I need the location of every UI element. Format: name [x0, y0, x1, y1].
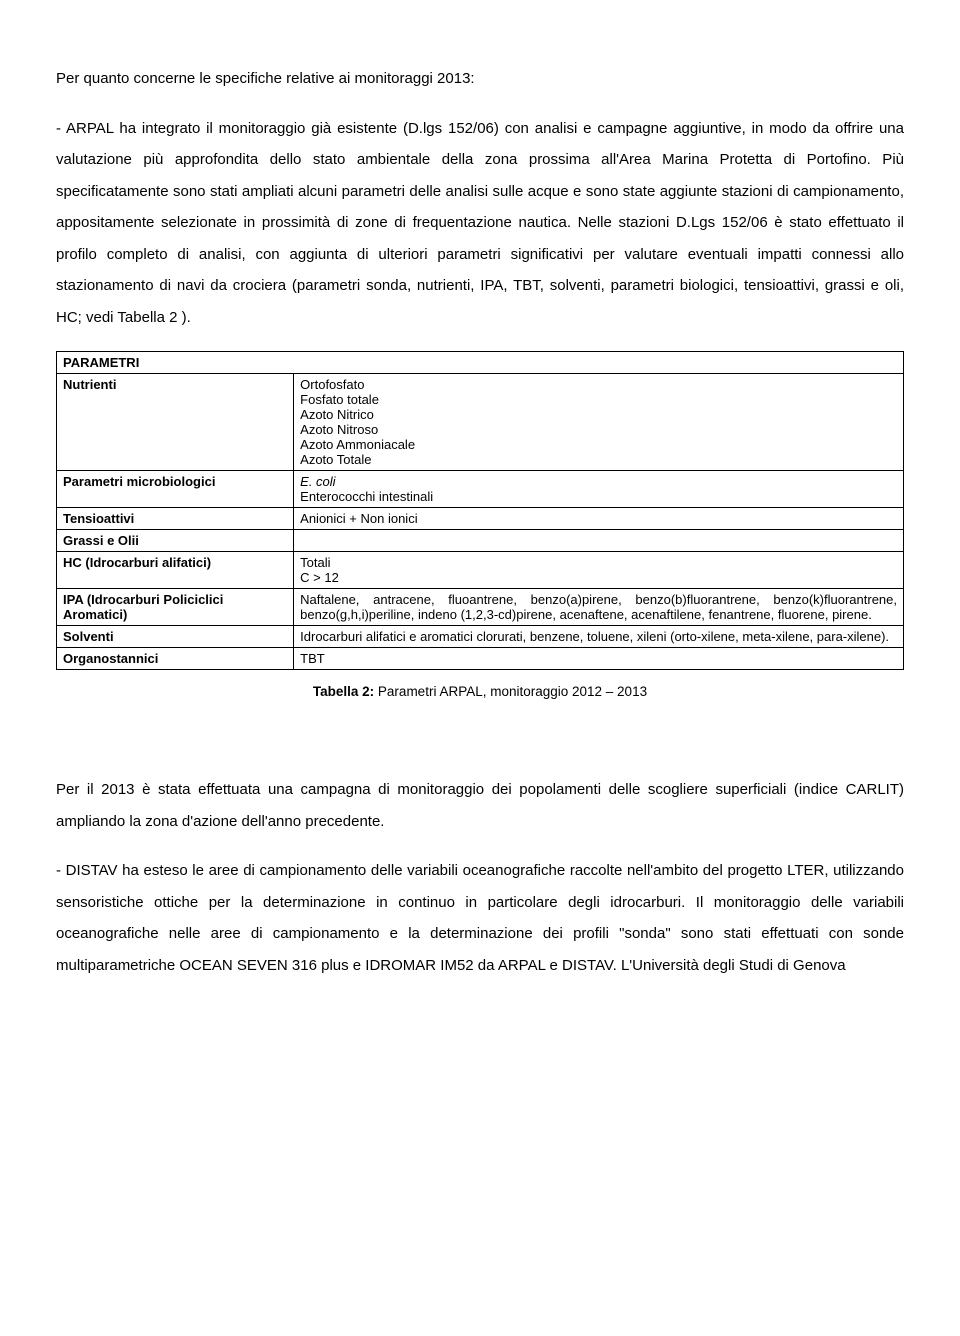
row-value: Anionici + Non ionici: [294, 508, 904, 530]
row-value: TotaliC > 12: [294, 552, 904, 589]
row-value: [294, 530, 904, 552]
row-value: Idrocarburi alifatici e aromatici clorur…: [294, 626, 904, 648]
row-value: OrtofosfatoFosfato totaleAzoto NitricoAz…: [294, 374, 904, 471]
row-label: Tensioattivi: [57, 508, 294, 530]
table-header-row: PARAMETRI: [57, 352, 904, 374]
row-label: Parametri microbiologici: [57, 471, 294, 508]
table-row: IPA (Idrocarburi Policiclici Aromatici) …: [57, 589, 904, 626]
row-label: Grassi e Olii: [57, 530, 294, 552]
table-row: Tensioattivi Anionici + Non ionici: [57, 508, 904, 530]
row-value: Naftalene, antracene, fluoantrene, benzo…: [294, 589, 904, 626]
paragraph-carlit: Per il 2013 è stata effettuata una campa…: [56, 774, 904, 837]
table-row: Solventi Idrocarburi alifatici e aromati…: [57, 626, 904, 648]
table-row: Grassi e Olii: [57, 530, 904, 552]
row-value: TBT: [294, 648, 904, 670]
table-row: HC (Idrocarburi alifatici) TotaliC > 12: [57, 552, 904, 589]
table-row: Parametri microbiologici E. coliEnteroco…: [57, 471, 904, 508]
paragraph-distav: - DISTAV ha esteso le aree di campioname…: [56, 855, 904, 981]
caption-text: Parametri ARPAL, monitoraggio 2012 – 201…: [374, 684, 647, 699]
row-value: E. coliEnterococchi intestinali: [294, 471, 904, 508]
row-label: Organostannici: [57, 648, 294, 670]
table-header: PARAMETRI: [57, 352, 904, 374]
parametri-table: PARAMETRI Nutrienti OrtofosfatoFosfato t…: [56, 351, 904, 670]
table-row: Organostannici TBT: [57, 648, 904, 670]
row-label: HC (Idrocarburi alifatici): [57, 552, 294, 589]
paragraph-intro: Per quanto concerne le specifiche relati…: [56, 63, 904, 95]
row-label: Nutrienti: [57, 374, 294, 471]
paragraph-arpal: - ARPAL ha integrato il monitoraggio già…: [56, 113, 904, 334]
row-label: IPA (Idrocarburi Policiclici Aromatici): [57, 589, 294, 626]
table-caption: Tabella 2: Parametri ARPAL, monitoraggio…: [56, 684, 904, 699]
caption-label: Tabella 2:: [313, 684, 374, 699]
row-label: Solventi: [57, 626, 294, 648]
table-row: Nutrienti OrtofosfatoFosfato totaleAzoto…: [57, 374, 904, 471]
